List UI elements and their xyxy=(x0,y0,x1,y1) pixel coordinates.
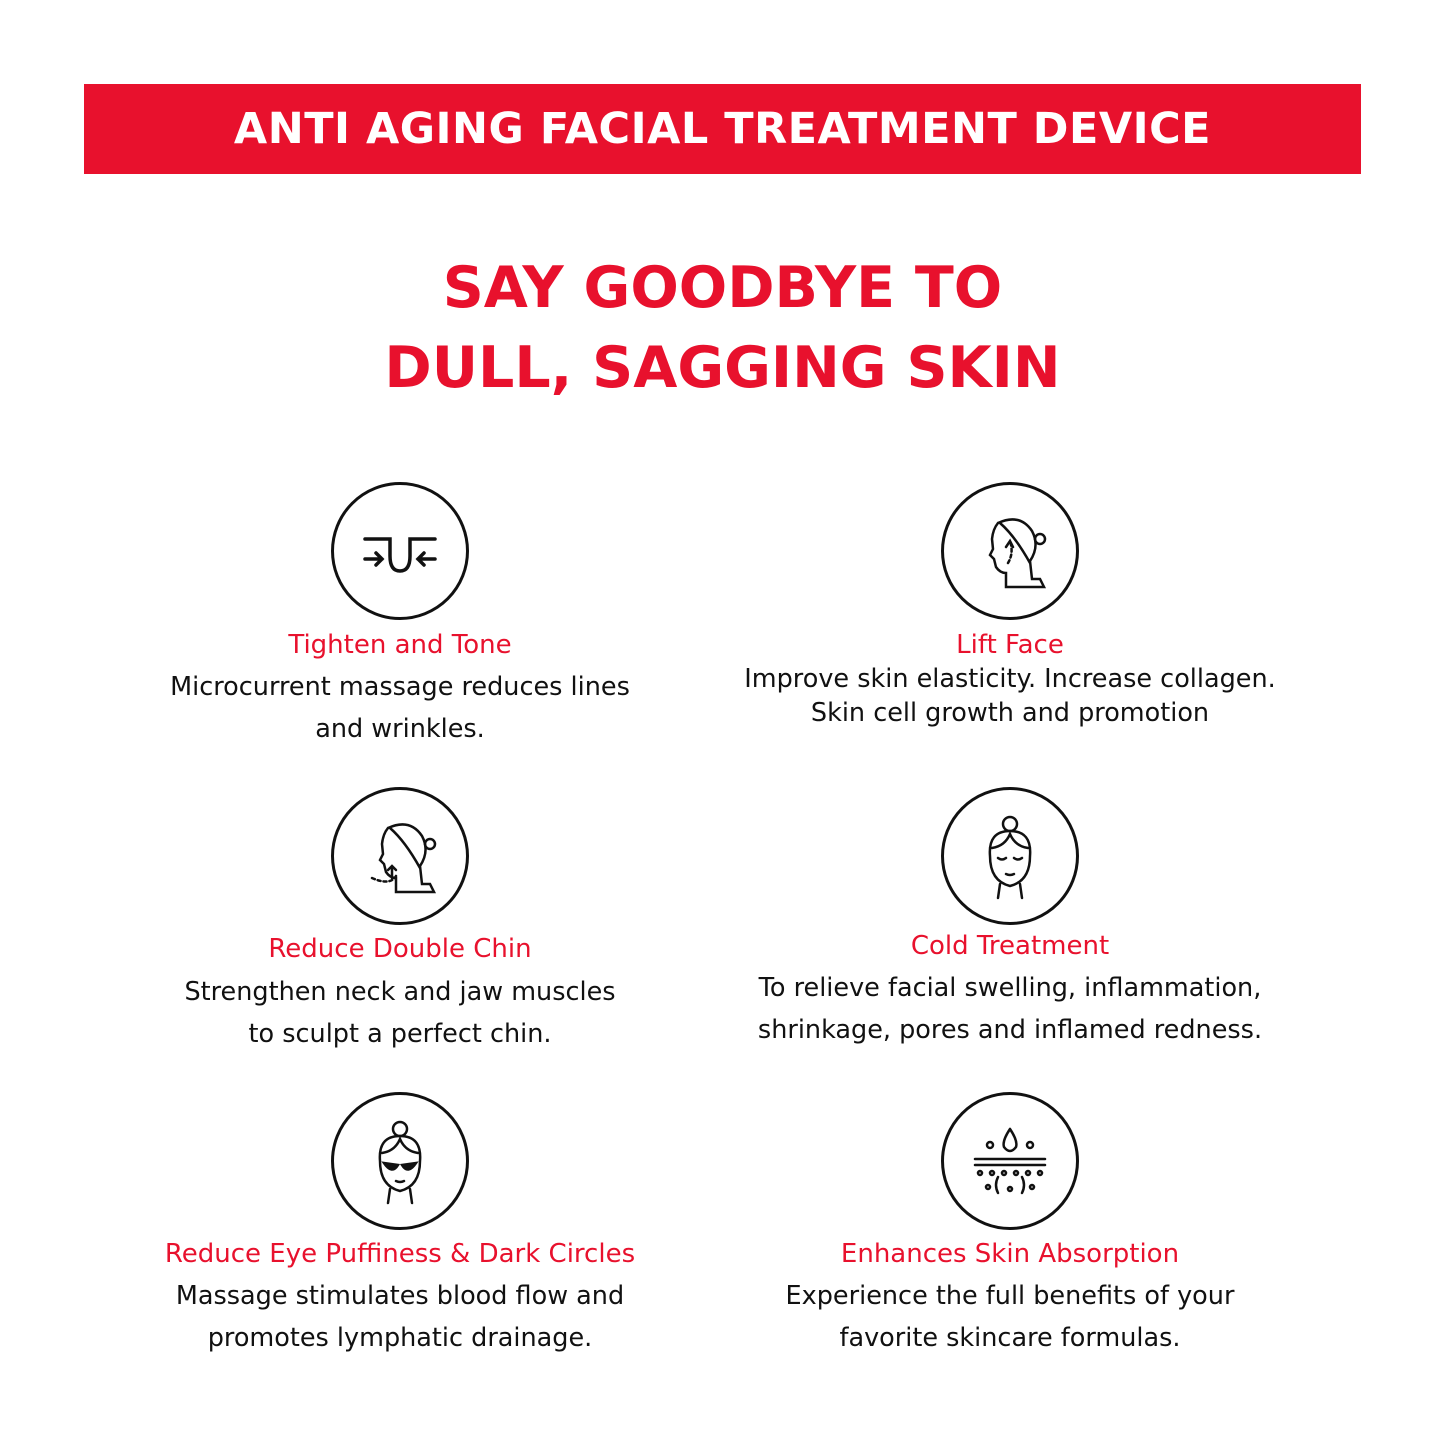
feature-desc-line: shrinkage, pores and inflamed redness. xyxy=(757,1015,1263,1045)
feature-title: Enhances Skin Absorption xyxy=(840,1239,1180,1269)
banner: ANTI AGING FACIAL TREATMENT DEVICE xyxy=(84,84,1361,174)
feature-desc-line: Skin cell growth and promotion xyxy=(810,698,1210,728)
headline-line-2: DULL, SAGGING SKIN xyxy=(384,335,1061,401)
feature-title: Cold Treatment xyxy=(910,931,1110,961)
feature-title: Reduce Double Chin xyxy=(268,934,532,964)
feature-title: Reduce Eye Puffiness & Dark Circles xyxy=(164,1239,636,1269)
skin-absorption-icon xyxy=(941,1092,1079,1230)
feature-desc-line: Massage stimulates blood flow and xyxy=(175,1281,625,1311)
feature-title: Lift Face xyxy=(956,630,1064,660)
feature-desc-line: to sculpt a perfect chin. xyxy=(248,1019,552,1049)
feature-desc-line: Improve skin elasticity. Increase collag… xyxy=(744,664,1276,694)
feature-desc-line: and wrinkles. xyxy=(315,714,485,744)
feature-title: Tighten and Tone xyxy=(288,630,512,660)
headline-line-1: SAY GOODBYE TO xyxy=(442,255,1003,321)
feature-desc-line: Experience the full benefits of your xyxy=(785,1281,1235,1311)
feature-desc-line: favorite skincare formulas. xyxy=(839,1323,1181,1353)
pore-tighten-icon xyxy=(331,482,469,620)
cold-face-icon xyxy=(941,787,1079,925)
double-chin-icon xyxy=(331,787,469,925)
eye-patch-icon xyxy=(331,1092,469,1230)
feature-desc-line: To relieve facial swelling, inflammation… xyxy=(758,973,1262,1003)
feature-desc-line: promotes lymphatic drainage. xyxy=(207,1323,593,1353)
face-lift-icon xyxy=(941,482,1079,620)
feature-desc-line: Microcurrent massage reduces lines xyxy=(170,672,630,702)
feature-desc-line: Strengthen neck and jaw muscles xyxy=(184,977,616,1007)
banner-title: ANTI AGING FACIAL TREATMENT DEVICE xyxy=(233,104,1212,154)
